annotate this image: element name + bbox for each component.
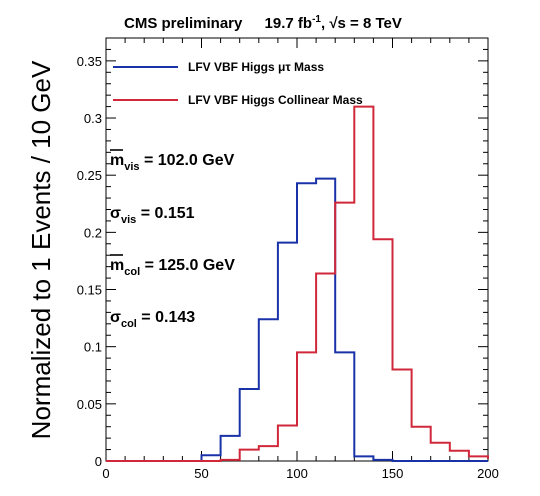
x-tick-label: 200	[477, 466, 499, 481]
legend-label-2: LFV VBF Higgs Collinear Mass	[188, 93, 363, 107]
title-lumi-value: 19.7 fb	[265, 15, 313, 32]
y-tick-label: 0.25	[77, 168, 102, 183]
stat-subscript: vis	[121, 214, 136, 226]
stat-value: = 102.0 GeV	[140, 152, 235, 169]
y-tick-label: 0.15	[77, 283, 102, 298]
stat-symbol: σ	[110, 205, 121, 222]
y-tick-label: 0.2	[84, 225, 102, 240]
y-tick-label: 0.05	[77, 397, 102, 412]
title-lumi-exponent: -1	[312, 14, 321, 25]
stat-annotation-4: σcol = 0.143	[110, 309, 195, 330]
stat-symbol: σ	[110, 309, 121, 326]
title-experiment: CMS preliminary	[124, 15, 243, 32]
x-tick-label: 0	[102, 466, 109, 481]
chart-title: CMS preliminary 19.7 fb-1, √s = 8 TeV	[124, 14, 402, 32]
stat-value: = 0.143	[137, 309, 195, 326]
stat-symbol: m	[110, 152, 124, 169]
y-axis-label: Normalized to 1 Events / 10 GeV	[26, 60, 56, 439]
stat-annotation-2: σvis = 0.151	[110, 205, 195, 226]
y-tick-label: 0	[95, 454, 102, 469]
stat-value: = 125.0 GeV	[140, 257, 235, 274]
stat-subscript: col	[124, 266, 140, 278]
stat-annotation-3: mcol = 125.0 GeV	[110, 257, 235, 278]
stat-symbol: m	[110, 257, 124, 274]
stat-annotation-1: mvis = 102.0 GeV	[110, 152, 235, 173]
svg-text:CMS preliminary 19.7 fb-: CMS preliminary 19.7 fb-1, √s = 8 TeV	[124, 14, 402, 32]
legend-label-1: LFV VBF Higgs μτ Mass	[188, 60, 324, 74]
stat-value: = 0.151	[136, 205, 194, 222]
y-tick-label: 0.3	[84, 111, 102, 126]
stat-subscript: vis	[124, 161, 139, 173]
x-tick-label: 100	[286, 466, 308, 481]
x-tick-label: 150	[382, 466, 404, 481]
x-tick-label: 50	[194, 466, 208, 481]
title-energy: , √s = 8 TeV	[321, 15, 402, 32]
y-tick-label: 0.35	[77, 54, 102, 69]
stat-subscript: col	[121, 318, 137, 330]
legend: LFV VBF Higgs μτ Mass LFV VBF Higgs Colli…	[113, 60, 363, 107]
series-line-2	[106, 105, 489, 462]
y-tick-label: 0.1	[84, 340, 102, 355]
